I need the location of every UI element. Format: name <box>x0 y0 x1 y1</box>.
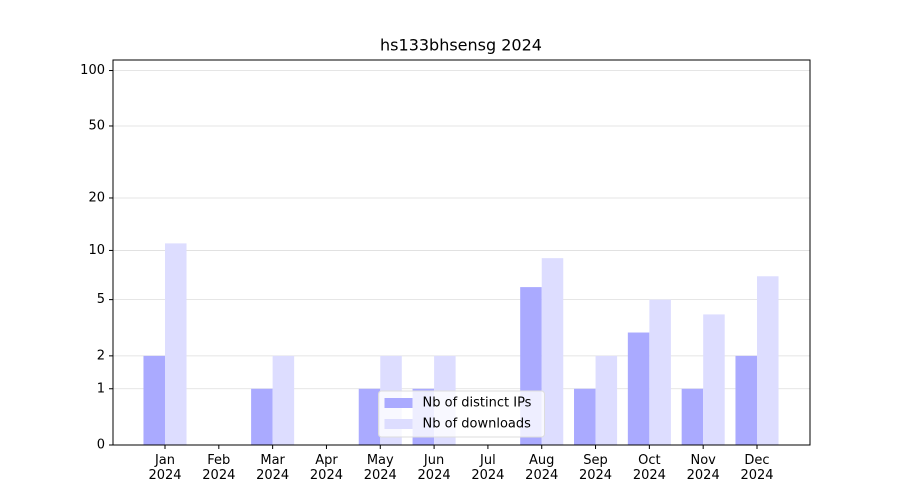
legend-label: Nb of downloads <box>423 417 532 432</box>
legend-swatch <box>384 398 413 408</box>
x-tick-label: Jun 2024 <box>417 453 451 483</box>
x-tick-label: Aug 2024 <box>525 453 559 483</box>
y-tick-label: 10 <box>88 243 105 258</box>
bar <box>627 332 650 445</box>
legend-label: Nb of distinct IPs <box>423 396 532 411</box>
bar <box>165 243 187 445</box>
bar <box>703 314 725 445</box>
y-tick-label: 5 <box>97 292 105 307</box>
x-tick-label: Dec 2024 <box>740 453 774 483</box>
bar <box>649 299 671 445</box>
x-tick-label: Mar 2024 <box>256 453 290 483</box>
legend-box <box>378 390 545 438</box>
y-tick-label: 100 <box>80 63 105 78</box>
bar <box>595 355 618 445</box>
bar <box>541 258 564 445</box>
x-tick-label: Oct 2024 <box>632 453 666 483</box>
legend-swatch <box>384 419 413 429</box>
bar <box>143 355 165 445</box>
x-tick-label: Jul 2024 <box>471 453 505 483</box>
chart-title: hs133bhsensg 2024 <box>380 36 542 55</box>
legend: Nb of distinct IPs Nb of downloads <box>378 390 545 438</box>
x-tick-label: Feb 2024 <box>202 453 236 483</box>
x-tick-label: Apr 2024 <box>309 453 343 483</box>
bar <box>251 388 273 445</box>
bar <box>757 276 779 445</box>
x-tick-label: May 2024 <box>363 453 397 483</box>
bar <box>574 388 596 445</box>
y-tick-label: 0 <box>97 438 105 453</box>
plot-frame <box>112 59 811 446</box>
y-tick-label: 2 <box>97 348 105 363</box>
bar <box>358 388 381 445</box>
y-tick-label: 1 <box>97 381 105 396</box>
x-tick-label: Jan 2024 <box>148 453 182 483</box>
bar <box>735 355 757 445</box>
y-tick-label: 20 <box>88 190 105 205</box>
bar <box>272 355 295 445</box>
y-tick-label: 50 <box>88 118 105 133</box>
x-tick-label: Nov 2024 <box>686 453 720 483</box>
bar <box>681 388 704 445</box>
x-tick-label: Sep 2024 <box>578 453 613 483</box>
